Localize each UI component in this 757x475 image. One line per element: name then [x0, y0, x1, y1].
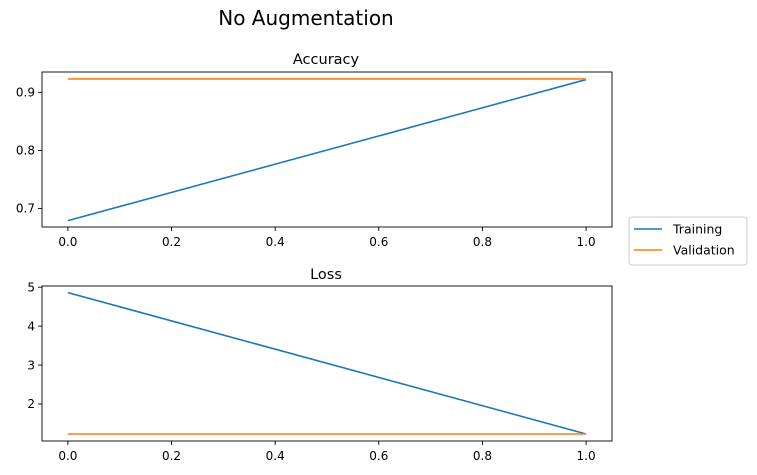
legend-training-label: Training [672, 222, 722, 237]
legend-validation-label: Validation [673, 243, 735, 258]
loss-plot-frame [41, 285, 613, 442]
loss-title: Loss [310, 267, 342, 283]
loss-training-line [67, 291, 587, 435]
loss-axes: Loss 0.0 0.2 0.4 0.6 0.8 1.0 2 3 4 5 [27, 267, 613, 463]
loss-x-tick-label: 0.0 [58, 449, 77, 463]
accuracy-axes: Accuracy 0.0 0.2 0.4 0.6 0.8 1.0 0.7 0.8 0.9 [16, 52, 613, 249]
loss-x-tick-label: 0.6 [369, 449, 388, 463]
accuracy-y-tick-label: 0.7 [16, 202, 35, 216]
accuracy-training-line [67, 78, 587, 222]
accuracy-x-tick-label: 0.2 [162, 235, 181, 249]
accuracy-x-tick-label: 0.4 [266, 235, 285, 249]
accuracy-title: Accuracy [293, 52, 360, 68]
loss-y-tick-label: 3 [27, 358, 35, 372]
figure-title: No Augmentation [218, 6, 393, 30]
accuracy-x-tick-label: 0.8 [473, 235, 492, 249]
accuracy-x-tick-label: 0.6 [369, 235, 388, 249]
accuracy-plot-frame [41, 71, 613, 228]
loss-y-tick-label: 4 [27, 319, 35, 333]
loss-y-tick-label: 2 [27, 397, 35, 411]
legend: Training Validation [628, 216, 748, 266]
accuracy-y-tick-label: 0.9 [16, 86, 35, 100]
loss-x-tick-label: 1.0 [577, 449, 596, 463]
loss-y-tick-label: 5 [27, 280, 35, 294]
accuracy-x-tick-label: 1.0 [577, 235, 596, 249]
loss-x-tick-label: 0.4 [266, 449, 285, 463]
accuracy-x-tick-label: 0.0 [58, 235, 77, 249]
loss-x-tick-label: 0.2 [162, 449, 181, 463]
loss-x-tick-label: 0.8 [473, 449, 492, 463]
accuracy-y-tick-label: 0.8 [16, 144, 35, 158]
